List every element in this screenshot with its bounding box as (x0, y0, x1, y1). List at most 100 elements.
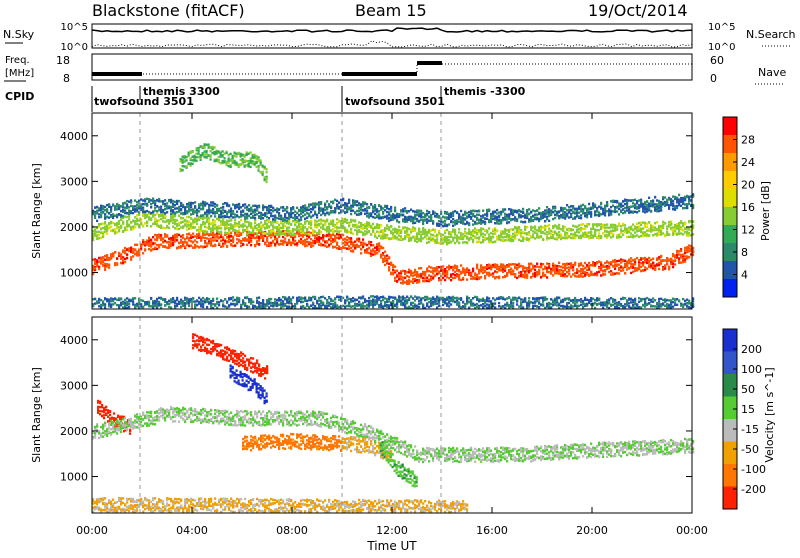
heatmap-cell (514, 237, 517, 240)
heatmap-cell (672, 232, 675, 235)
heatmap-cell (604, 268, 607, 272)
heatmap-cell (240, 232, 243, 235)
heatmap-cell (288, 226, 291, 229)
heatmap-cell (336, 227, 339, 230)
heatmap-cell (466, 212, 469, 215)
heatmap-cell (344, 246, 347, 250)
heatmap-cell (610, 232, 613, 235)
heatmap-cell (258, 235, 261, 238)
heatmap-cell (644, 257, 647, 260)
heatmap-cell (224, 233, 227, 236)
heatmap-cell (230, 213, 233, 216)
heatmap-cell (258, 216, 261, 219)
heatmap-cell (488, 271, 491, 275)
heatmap-cell (312, 233, 315, 237)
heatmap-cell (684, 260, 687, 263)
heatmap-cell (436, 222, 439, 225)
heatmap-cell (246, 217, 249, 220)
heatmap-cell (318, 235, 321, 239)
heatmap-cell (638, 225, 641, 228)
heatmap-cell (330, 237, 333, 240)
heatmap-cell (682, 260, 685, 264)
heatmap-cell (404, 281, 407, 284)
heatmap-cell (130, 210, 133, 213)
heatmap-cell (164, 245, 167, 249)
heatmap-cell (684, 222, 687, 226)
heatmap-cell (374, 203, 377, 207)
heatmap-cell (344, 230, 347, 233)
heatmap-cell (452, 214, 455, 218)
heatmap-cell (528, 269, 531, 273)
heatmap-cell (584, 235, 587, 238)
heatmap-cell (304, 238, 307, 242)
heatmap-cell (474, 276, 477, 279)
heatmap-cell (438, 277, 441, 281)
heatmap-cell (236, 238, 239, 241)
heatmap-cell (158, 200, 161, 203)
heatmap-cell (284, 216, 287, 219)
heatmap-cell (232, 210, 235, 213)
heatmap-cell (498, 218, 501, 221)
heatmap-cell (600, 266, 603, 269)
heatmap-cell (318, 201, 321, 204)
heatmap-cell (166, 219, 169, 222)
heatmap-cell (578, 262, 581, 266)
heatmap-cell (326, 230, 329, 233)
heatmap-cell (374, 212, 377, 216)
heatmap-cell (518, 231, 521, 235)
heatmap-cell (586, 268, 589, 272)
heatmap-cell (146, 204, 149, 207)
heatmap-cell (200, 226, 203, 229)
heatmap-cell (474, 272, 477, 275)
heatmap-cell (116, 221, 119, 225)
heatmap-cell (646, 222, 649, 225)
heatmap-cell (316, 240, 319, 243)
heatmap-cell (650, 225, 653, 228)
heatmap-cell (270, 233, 273, 236)
heatmap-cell (304, 241, 307, 245)
heatmap-cell (158, 246, 161, 249)
heatmap-cell (132, 255, 135, 258)
heatmap-cell (686, 233, 689, 236)
heatmap-cell (330, 242, 333, 246)
heatmap-cell (400, 277, 403, 281)
heatmap-cell (202, 207, 205, 211)
heatmap-cell (690, 248, 693, 251)
heatmap-cell (538, 219, 541, 223)
heatmap-cell (406, 216, 409, 219)
heatmap-cell (164, 215, 167, 218)
heatmap-cell (150, 248, 153, 252)
heatmap-cell (114, 263, 117, 267)
heatmap-cell (384, 209, 387, 212)
heatmap-cell (316, 237, 319, 240)
heatmap-cell (138, 207, 141, 210)
heatmap-cell (326, 225, 329, 229)
heatmap-cell (238, 207, 241, 210)
heatmap-cell (112, 213, 115, 216)
heatmap-cell (456, 267, 459, 270)
heatmap-cell (266, 209, 269, 212)
heatmap-cell (644, 231, 647, 234)
heatmap-cell (366, 249, 369, 252)
heatmap-cell (626, 268, 629, 271)
heatmap-cell (328, 227, 331, 231)
heatmap-cell (546, 268, 549, 271)
heatmap-cell (286, 234, 289, 237)
heatmap-cell (456, 273, 459, 276)
heatmap-cell (504, 265, 507, 268)
heatmap-cell (148, 248, 151, 251)
heatmap-cell (188, 244, 191, 248)
heatmap-cell (690, 244, 693, 248)
heatmap-cell (574, 232, 577, 236)
heatmap-cell (658, 263, 661, 267)
heatmap-cell (128, 218, 131, 221)
heatmap-cell (204, 245, 207, 248)
heatmap-cell (272, 224, 275, 227)
heatmap-cell (402, 226, 405, 229)
heatmap-cell (534, 225, 537, 228)
heatmap-cell (522, 211, 525, 214)
heatmap-cell (226, 220, 229, 224)
heatmap-cell (108, 222, 111, 225)
heatmap-cell (382, 232, 385, 235)
heatmap-cell (444, 274, 447, 278)
